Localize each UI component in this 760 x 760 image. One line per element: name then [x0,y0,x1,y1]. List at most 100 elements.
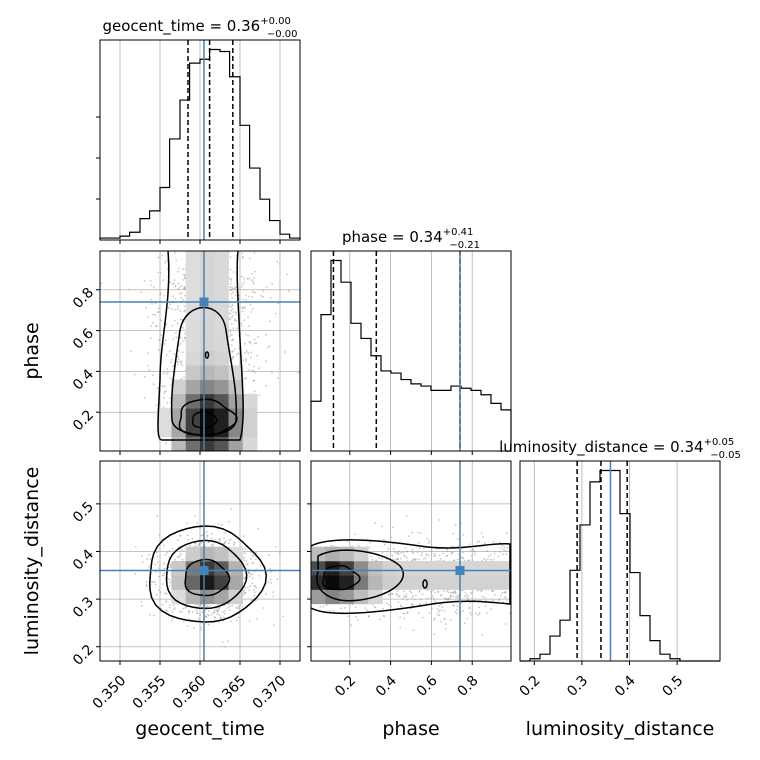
density-cell [214,393,229,409]
sample-point [481,595,484,598]
density-cell [325,546,340,562]
x-tick-label: 0.355 [130,673,170,713]
sample-point [159,271,162,274]
sample-point [205,615,208,618]
sample-point [161,254,164,257]
sample-point [253,338,256,341]
sample-point [330,544,333,547]
sample-point [171,548,174,550]
sample-point [422,616,424,619]
density-cell [214,308,229,323]
sample-point [255,342,258,345]
density-cell [425,575,440,590]
sample-point [141,561,144,563]
sample-point [456,609,458,611]
sample-point [175,336,178,339]
sample-point [419,532,422,535]
sample-point [230,344,233,346]
density-cell [496,561,511,576]
sample-point [205,608,208,611]
sample-point [168,550,171,552]
density-cell [228,561,244,576]
sample-point [432,618,435,621]
sample-point [158,339,161,342]
density-cell [200,436,215,451]
sample-point [329,610,331,612]
sample-point [403,595,405,598]
sample-point [150,325,153,328]
sample-point [475,612,477,615]
sample-point [230,508,233,510]
sample-point [245,333,247,336]
sample-point [276,578,279,581]
sample-point [182,268,185,271]
sample-point [184,277,186,279]
sample-point [255,586,257,589]
sample-point [411,603,414,606]
sample-point [251,599,253,602]
sample-point [145,306,148,309]
sample-point [180,362,182,365]
sample-point [234,313,237,316]
sample-point [252,280,255,283]
sample-point [157,256,160,259]
sample-point [232,350,234,353]
sample-point [469,592,472,595]
title-minus: −0.00 [267,29,298,40]
sample-point [182,620,185,623]
sample-point [166,402,169,404]
sample-point [502,548,505,551]
sample-point [480,532,483,534]
sample-point [445,555,448,557]
sample-point [397,595,400,598]
sample-point [245,560,248,562]
sample-point [235,606,238,609]
sample-point [100,282,103,285]
density-cell [214,251,229,266]
sample-point [152,286,155,289]
sample-point [471,554,473,557]
sample-point [255,551,257,554]
sample-point [199,605,202,607]
sample-point [164,261,167,264]
sample-point [166,551,168,554]
sample-point [501,553,504,556]
density-cell [171,393,187,409]
sample-point [170,620,173,622]
sample-point [214,616,217,619]
density-cell [185,546,201,562]
sample-point [381,558,383,560]
title-plus: +0.41 [443,227,474,238]
sample-point [478,540,480,543]
sample-point [381,551,384,554]
sample-point [397,552,400,555]
sample-point [218,538,221,541]
sample-point [244,552,247,554]
sample-point [245,350,248,352]
sample-point [239,266,241,269]
sample-point [440,603,442,606]
sample-point [492,599,495,602]
sample-point [505,553,508,556]
sample-point [465,593,468,596]
sample-point [468,543,471,546]
sample-point [402,612,405,615]
grid-lines [349,251,473,451]
sample-point [182,607,185,610]
density-cell [157,408,172,423]
sample-point [146,364,149,367]
sample-point [401,598,404,600]
sample-point [446,590,448,592]
sample-point [147,566,150,568]
density-cell [214,279,229,295]
sample-point [201,611,204,613]
contour-line [184,558,231,597]
sample-point [433,555,435,557]
sample-point [232,291,234,294]
sample-point [230,293,233,296]
sample-point [483,557,486,560]
sample-point [387,603,390,606]
sample-point [228,539,231,542]
density-cell [325,561,340,576]
density-cell [353,589,369,605]
